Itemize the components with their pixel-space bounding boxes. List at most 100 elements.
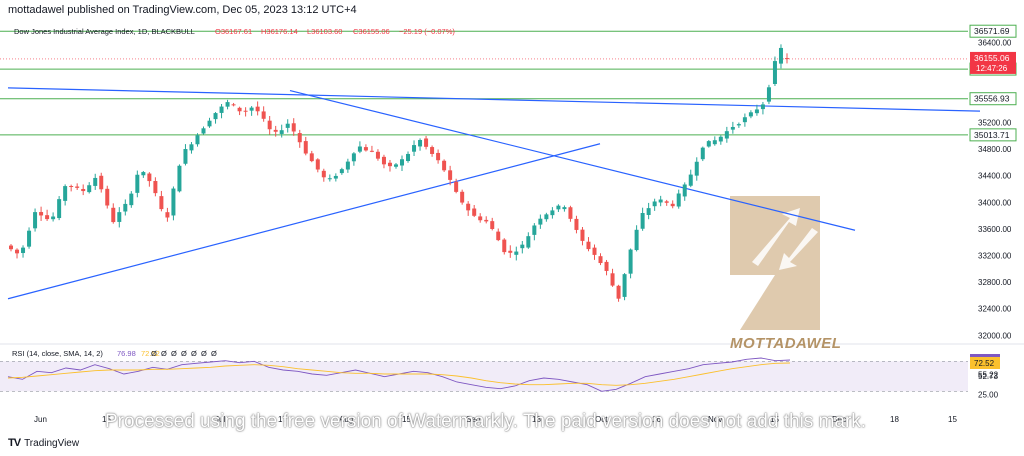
candle-body [610,273,615,286]
rsi-value: Ø [201,349,207,358]
time-tick-label: 17 [278,415,287,424]
price-tick-label: 32400.00 [978,305,1012,314]
candle-body [688,174,693,186]
candle-body [273,129,278,132]
ohlc-value: O36167.61 [215,27,252,36]
candle-body [436,152,441,161]
candle-body [550,210,555,216]
candle-body [333,175,338,179]
rsi-tick-label: 52.73 [978,372,999,381]
rsi-value: Ø [181,349,187,358]
time-tick-label: Oct [595,415,608,424]
last-price-tag [970,51,1016,74]
candle-body [664,201,669,203]
candle-body [255,106,260,112]
candle-body [460,191,465,203]
candle-body [604,261,609,271]
candle-body [622,274,627,297]
candle-body [159,196,164,210]
candle-body [424,138,429,147]
price-tick-label: 32000.00 [978,331,1012,340]
price-tick-label: 34800.00 [978,145,1012,154]
time-tick-label: 15 [402,415,411,424]
candle-body [321,170,326,178]
candle-body [580,229,585,241]
candle-body [339,169,344,174]
candle-body [195,135,200,145]
candle-body [57,199,62,219]
price-tick-label: 33200.00 [978,252,1012,261]
candle-body [514,251,519,255]
candle-body [538,218,543,225]
price-tick-label: 36400.00 [978,39,1012,48]
candle-body [472,208,477,216]
time-tick-label: Aug [339,415,353,424]
time-tick-label: Jul [215,415,225,424]
candle-body [562,207,567,210]
rsi-panel: RSI (14, close, SMA, 14, 2) 76.98 72.52Ø Ø Ø… [0,343,1024,400]
candle-body [454,181,459,192]
level-price-tag [969,24,1017,38]
candle-body [267,120,272,130]
candle-body [598,256,603,264]
rsi-tick-label: 55.22 [978,371,999,380]
candle-body [231,104,236,106]
candle-body [442,160,447,171]
time-tick-label: 18 [890,415,899,424]
price-tick-label: 35200.00 [978,118,1012,127]
candle-series [9,44,789,302]
candle-body [207,120,212,127]
watermark-shape [730,196,820,330]
candle-body [33,212,38,229]
time-tick-label: Nov [708,415,722,424]
candle-body [81,188,86,192]
candle-body [27,230,32,247]
candle-body [520,244,525,249]
trendline [7,143,601,300]
candle-body [87,185,92,193]
candle-body [291,123,296,132]
tradingview-logo[interactable]: TV TradingView [8,437,79,449]
candle-body [213,113,218,120]
candle-body [430,147,435,154]
candle-body [201,128,206,134]
trendlines [7,87,981,300]
candle-body [568,207,573,219]
candle-body [93,177,98,186]
candle-body [129,193,134,206]
candle-body [315,159,320,170]
candle-body [45,215,50,220]
publish-info: mottadawel published on TradingView.com,… [8,4,357,16]
candle-body [784,58,789,60]
candle-body [478,216,483,221]
last-price-label: 36155.06 [974,53,1010,63]
price-tick-label: 32800.00 [978,278,1012,287]
ohlc-value: C36155.06 [353,27,390,36]
candle-body [237,107,242,112]
candle-body [400,159,405,166]
time-tick-label: 15 [948,415,957,424]
countdown-label: 12:47:26 [976,64,1008,73]
horizontal-levels [0,30,968,136]
candle-body [99,175,104,190]
watermark-arrow-down-icon [779,228,818,270]
candle-body [177,165,182,192]
price-axis: 36400.0036000.0035600.0035200.0034800.00… [14,24,1017,340]
trendline [7,87,981,112]
candle-body [171,188,176,216]
candle-body [448,170,453,180]
candle-body [363,147,368,151]
ohlc-value: H36176.14 [261,27,298,36]
candle-body [754,109,759,114]
candle-body [309,153,314,162]
time-tick-label: 15 [770,415,779,424]
candle-body [105,188,110,206]
rsi-value: Ø [171,349,177,358]
candle-body [75,186,80,188]
ohlc-value: L36103.60 [307,27,342,36]
candle-body [508,250,513,253]
rsi-ma-line [7,362,791,386]
rsi-tick-label: 25.00 [978,391,999,400]
watermark-notice: Processed using the free version of Wate… [105,411,867,432]
candle-body [153,181,158,194]
